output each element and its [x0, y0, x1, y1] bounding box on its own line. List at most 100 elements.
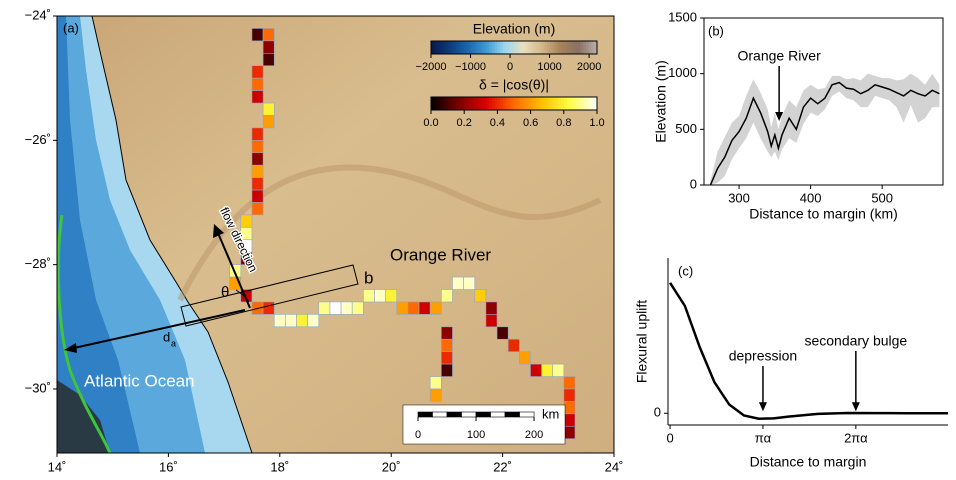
river-cell	[263, 41, 274, 53]
river-cell	[430, 302, 441, 314]
river-cell	[263, 115, 274, 127]
x-tick-label: 16˚	[159, 459, 178, 474]
arrow-head	[852, 402, 860, 411]
scalebar-segment	[505, 412, 520, 417]
x-tick-label: 2πα	[844, 430, 868, 445]
scalebar-unit: km	[542, 406, 559, 421]
y-tick-label: 500	[675, 121, 697, 136]
river-cell	[441, 352, 452, 364]
annotation: depression	[729, 348, 798, 364]
x-axis-title: Distance to margin	[750, 454, 867, 470]
river-cell	[252, 190, 263, 202]
river-cell	[263, 28, 274, 40]
y-tick-label: −30˚	[25, 380, 51, 395]
river-cell	[374, 290, 385, 302]
y-axis-title: Elevation (m)	[653, 60, 669, 142]
river-cell	[263, 53, 274, 65]
x-tick-label: 500	[871, 190, 893, 205]
river-cell	[263, 103, 274, 115]
river-cell	[252, 178, 263, 190]
colorbar-tick-label: 0.2	[457, 117, 472, 129]
y-tick-label: −26˚	[25, 132, 51, 147]
y-tick-label: 0	[654, 405, 661, 420]
river-cell	[419, 302, 430, 314]
colorbar-label: δ = |cos(θ)|	[479, 77, 549, 93]
river-cell	[297, 314, 308, 326]
y-axis-title: Flexural uplift	[634, 300, 650, 383]
river-cell	[475, 290, 486, 302]
river-cell	[252, 128, 263, 140]
river-cell	[519, 352, 530, 364]
colorbar-tick-label: 2000	[577, 61, 601, 73]
river-cell	[363, 290, 374, 302]
river-cell	[564, 401, 575, 413]
river-cell	[386, 290, 397, 302]
river-cell	[530, 364, 541, 376]
river-cell	[241, 215, 252, 227]
range-band	[710, 74, 939, 185]
river-cell	[564, 377, 575, 389]
river-cell	[319, 302, 330, 314]
ocean-label: Atlantic Ocean	[84, 371, 195, 390]
page: {"chart_data": [ {"type": "map", "panel_…	[0, 0, 956, 480]
colorbar-tick-label: 1.0	[589, 117, 604, 129]
x-tick-label: 400	[800, 190, 822, 205]
y-tick-label: 1000	[668, 65, 697, 80]
river-cell	[252, 165, 263, 177]
colorbar-tick-label: −2000	[416, 61, 447, 73]
x-tick-label: 0	[666, 430, 673, 445]
x-tick-label: 20˚	[382, 459, 401, 474]
panel-label: (c)	[678, 263, 693, 278]
y-tick-label: 1500	[668, 9, 697, 24]
annotation: Orange River	[738, 48, 822, 64]
river-cell	[441, 364, 452, 376]
river-cell	[352, 302, 363, 314]
river-cell	[308, 314, 319, 326]
river-cell	[486, 314, 497, 326]
angle-label: θ	[221, 284, 229, 301]
colorbar-tick-label: 0.8	[556, 117, 571, 129]
river-cell	[397, 302, 408, 314]
river-cell	[341, 302, 352, 314]
river-cell	[274, 314, 285, 326]
colorbar-tick-label: 0.6	[523, 117, 538, 129]
colorbar-tick-label: −1000	[455, 61, 486, 73]
river-cell	[285, 314, 296, 326]
scalebar-segment	[418, 412, 433, 417]
scalebar-segment	[462, 412, 477, 417]
river-cell	[252, 28, 263, 40]
river-cell	[553, 364, 564, 376]
x-tick-label: πα	[755, 430, 772, 445]
river-cell	[564, 414, 575, 426]
annotation: secondary bulge	[804, 333, 907, 349]
y-tick-label: −24˚	[25, 7, 51, 22]
river-cell	[330, 302, 341, 314]
river-cell	[452, 277, 463, 289]
river-cell	[441, 327, 452, 339]
figure: 14˚ 16˚ 18˚ 20˚ 22˚ 24˚ −24˚ −26˚ −28˚ −30˚ (a) Ora…	[0, 0, 956, 480]
river-cell	[252, 78, 263, 90]
river-cell	[441, 339, 452, 351]
river-cell	[252, 66, 263, 78]
panel-label: (a)	[63, 20, 79, 35]
river-cell	[252, 153, 263, 165]
x-tick-label: 18˚	[270, 459, 289, 474]
river-cell	[441, 290, 452, 302]
river-cell	[252, 91, 263, 103]
x-axis-title: Distance to margin (km)	[749, 206, 898, 222]
river-cell	[252, 140, 263, 152]
scalebar-segment	[433, 412, 448, 417]
colorbar-tick-label: 0.0	[423, 117, 438, 129]
x-tick-label: 24˚	[605, 459, 624, 474]
scalebar-tick-label: 100	[467, 429, 485, 441]
x-tick-label: 14˚	[48, 459, 67, 474]
river-cell	[564, 426, 575, 438]
panel-label: (b)	[708, 23, 724, 38]
river-cell	[430, 389, 441, 401]
scalebar-segment	[520, 412, 535, 417]
distance-label: d	[163, 329, 170, 344]
scalebar-segment	[491, 412, 506, 417]
river-cell	[486, 302, 497, 314]
y-tick-label: −28˚	[25, 256, 51, 271]
x-tick-label: 22˚	[493, 459, 512, 474]
